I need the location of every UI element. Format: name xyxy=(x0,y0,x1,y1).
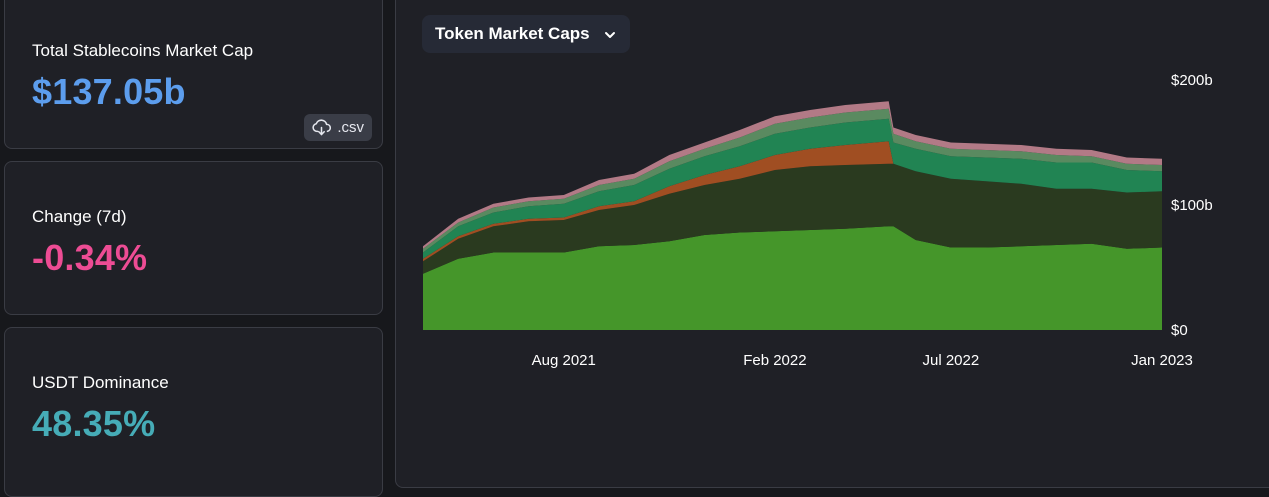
total-market-cap-label: Total Stablecoins Market Cap xyxy=(32,41,254,60)
token-market-caps-dropdown[interactable]: Token Market Caps xyxy=(422,15,630,53)
change-7d-label: Change (7d) xyxy=(32,207,127,226)
y-tick-label: $100b xyxy=(1171,197,1213,214)
series-area-ust xyxy=(423,141,1162,262)
chevron-down-icon xyxy=(604,24,616,44)
usdt-dominance-card: USDT Dominance 48.35% xyxy=(4,327,383,497)
change-7d-value: -0.34% xyxy=(32,237,148,278)
usdt-dominance-value: 48.35% xyxy=(32,403,156,444)
total-market-cap-value: $137.05b xyxy=(32,71,186,112)
x-tick-label: Jan 2023 xyxy=(1131,352,1193,369)
series-area-usdc xyxy=(423,163,1162,274)
cloud-download-icon xyxy=(312,119,332,136)
csv-label: .csv xyxy=(337,119,364,136)
token-market-caps-chart: $0 $100b $200b Aug 2021 Feb 2022 Jul 2022 Jan… xyxy=(423,72,1213,369)
y-tick-label: $0 xyxy=(1171,322,1188,339)
series-area-usdt xyxy=(423,226,1162,330)
x-tick-label: Jul 2022 xyxy=(922,352,979,369)
x-tick-label: Aug 2021 xyxy=(532,352,596,369)
dropdown-label: Token Market Caps xyxy=(435,24,590,43)
y-tick-label: $200b xyxy=(1171,72,1213,89)
total-market-cap-card: Total Stablecoins Market Cap $137.05b .c… xyxy=(4,0,383,149)
series-area-busd xyxy=(423,118,1162,259)
download-csv-button[interactable]: .csv xyxy=(304,114,372,141)
change-7d-card: Change (7d) -0.34% xyxy=(4,161,383,315)
usdt-dominance-label: USDT Dominance xyxy=(32,373,169,392)
x-tick-label: Feb 2022 xyxy=(743,352,806,369)
